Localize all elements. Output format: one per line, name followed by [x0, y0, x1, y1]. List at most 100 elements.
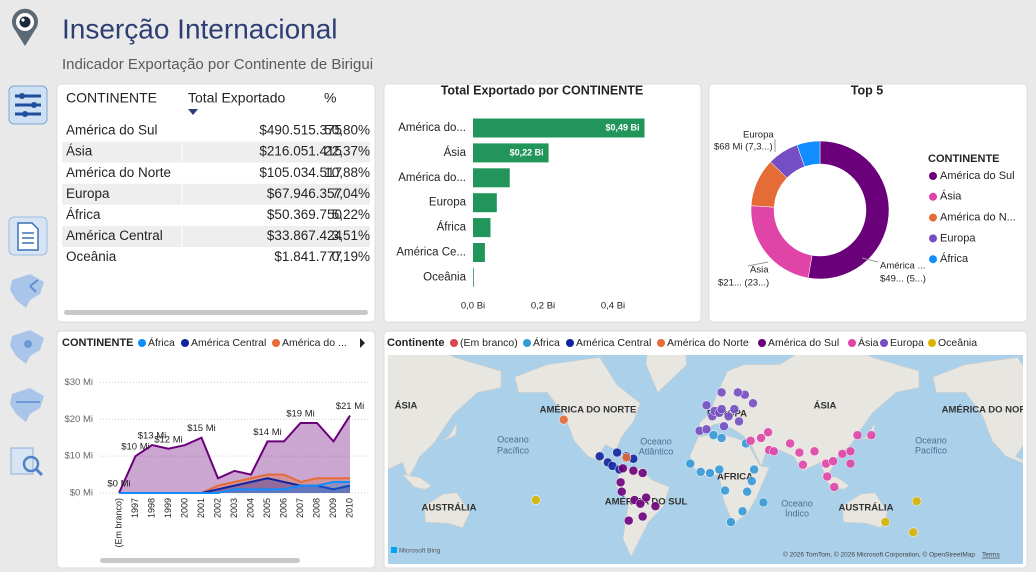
value-label: $0 Mi: [107, 479, 130, 490]
value-label: $14 Mi: [253, 427, 282, 438]
map-point: [621, 452, 632, 463]
value-label: $0,22 Bi: [510, 147, 544, 157]
map-point: [714, 464, 725, 475]
x-tick-label: 0,0 Bi: [461, 301, 485, 312]
map-point: [726, 517, 736, 527]
area-panel: [56, 330, 376, 569]
sidebar: [8, 8, 48, 477]
x-tick-label: 1998: [146, 498, 156, 518]
legend-marker: [929, 213, 937, 222]
bar: [473, 218, 491, 238]
map-point: [785, 438, 795, 449]
x-tick-label: 0,2 Bi: [531, 301, 555, 312]
area-fill: [119, 415, 350, 493]
logo: [11, 8, 38, 46]
map-point: [701, 424, 712, 435]
map-label: Oceano: [915, 435, 947, 445]
legend-marker: [929, 172, 937, 180]
leader-line: [747, 261, 769, 267]
cell: 10,88%: [324, 165, 370, 180]
slice-value-label: $21... (23...): [718, 278, 769, 289]
x-tick-label: 2005: [262, 498, 272, 518]
y-tick-label: $10 Mi: [64, 451, 93, 462]
map-point: [618, 463, 628, 474]
legend-label: (Em branco): [460, 337, 518, 349]
x-tick-label: 2009: [328, 498, 338, 518]
filter-button[interactable]: [8, 85, 48, 125]
cell: América do Sul: [66, 123, 158, 138]
map-label: AMÉRICA DO NORTE: [540, 405, 637, 416]
cell: $50.369.750: [267, 207, 342, 222]
y-tick-label: $0 Mi: [70, 488, 93, 499]
y-tick-label: $20 Mi: [64, 414, 93, 425]
legend-label: América do ...: [282, 337, 347, 349]
map-point: [828, 456, 838, 466]
legend-label: Ásia: [940, 190, 962, 203]
map-point: [756, 433, 766, 443]
cell: 0,19%: [332, 249, 370, 264]
land: [932, 357, 1023, 464]
report-button[interactable]: [8, 216, 48, 256]
x-tick-label: 0,4 Bi: [601, 301, 625, 312]
map-label: Índico: [785, 508, 809, 518]
x-tick-label: 2006: [278, 498, 288, 518]
value-label: $12 Mi: [154, 434, 183, 445]
map-point: [822, 471, 833, 482]
map-point: [769, 446, 779, 457]
land: [645, 355, 688, 393]
map-point: [734, 416, 744, 427]
scrollbar[interactable]: [64, 310, 368, 315]
donut-slice: [807, 140, 890, 280]
cell: África: [66, 207, 101, 222]
legend-label: Europa: [940, 232, 976, 244]
map-button-2[interactable]: [10, 330, 44, 364]
legend-marker: [181, 339, 189, 347]
legend-label: África: [533, 336, 560, 349]
legend-label: América Central: [576, 337, 651, 349]
land: [388, 355, 502, 479]
map-point: [650, 501, 661, 511]
land: [424, 492, 471, 529]
search-button[interactable]: [10, 447, 44, 477]
x-tick-label: 2002: [212, 498, 222, 518]
map-label: Pacífico: [497, 445, 529, 455]
bar: [473, 118, 645, 138]
row-band: [62, 226, 370, 247]
cell: Oceânia: [66, 249, 117, 264]
legend-scroll[interactable]: [360, 338, 365, 348]
map-point: [719, 421, 729, 431]
page-subtitle: Indicador Exportação por Continente de B…: [62, 56, 373, 73]
legend-marker: [758, 339, 766, 347]
map-point: [742, 486, 752, 497]
map-label: AUSTRÁLIA: [839, 503, 894, 514]
legend-title: Continente: [387, 337, 444, 349]
map-button-1[interactable]: [10, 274, 44, 308]
map-point: [737, 506, 748, 517]
column-header[interactable]: Total Exportado: [188, 90, 285, 106]
x-tick-label: 2000: [179, 498, 189, 518]
map-button-3[interactable]: [10, 388, 44, 422]
legend-label: América do Norte: [667, 337, 749, 349]
legend-label: América do Sul: [940, 170, 1015, 182]
scrollbar[interactable]: [100, 558, 300, 563]
legend-title: CONTINENTE: [62, 337, 134, 349]
donut-slice: [796, 140, 821, 167]
map-point: [594, 451, 605, 462]
legend-marker: [523, 339, 531, 347]
map-point: [845, 446, 856, 457]
bing-logo: Microsoft Bing: [399, 548, 441, 555]
chart-title: Total Exportado por CONTINENTE: [441, 83, 644, 97]
slice-label: América ...: [880, 261, 925, 272]
chart-title: Top 5: [851, 83, 883, 97]
legend-title: CONTINENTE: [928, 153, 1000, 165]
legend-marker: [138, 339, 146, 347]
map-point: [866, 430, 877, 440]
map-point: [908, 527, 918, 538]
legend-marker: [272, 339, 280, 347]
value-label: $21 Mi: [336, 401, 365, 412]
category-label: Ásia: [444, 146, 467, 159]
legend-label: Ásia: [858, 336, 879, 349]
map-point: [829, 482, 839, 492]
area-fill: [119, 481, 350, 493]
